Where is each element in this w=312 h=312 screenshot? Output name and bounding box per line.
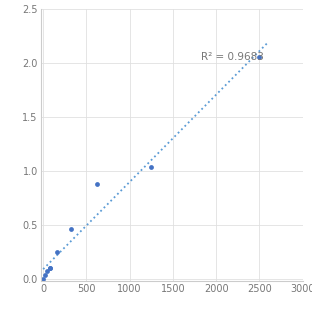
Point: [68, 227, 73, 232]
Point: [95, 181, 100, 186]
Point: [55, 249, 60, 254]
Point: [44, 269, 49, 274]
Point: [41, 276, 46, 281]
Point: [149, 164, 154, 169]
Point: [47, 266, 52, 271]
Point: [257, 54, 262, 59]
Point: [47, 266, 52, 271]
Text: R² = 0.9683: R² = 0.9683: [201, 52, 263, 62]
Point: [42, 273, 47, 278]
